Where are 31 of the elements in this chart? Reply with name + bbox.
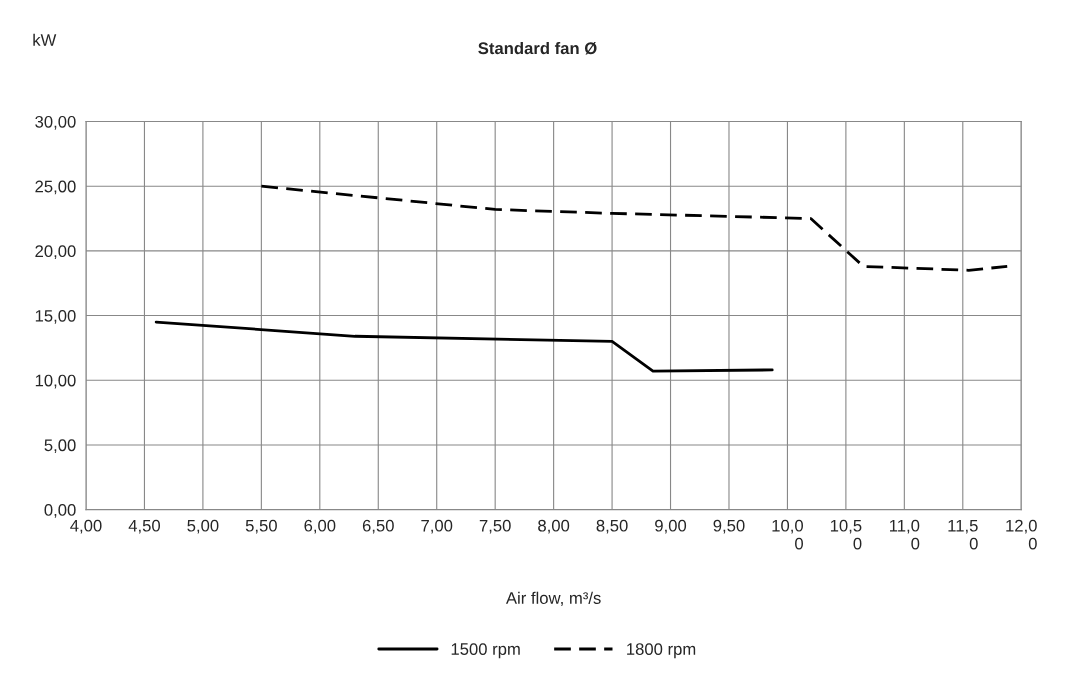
y-tick-label: 15,00 (35, 309, 76, 324)
legend-label: 1800 rpm (627, 643, 696, 659)
x-tick-label: 5,00 (187, 519, 219, 534)
x-tick-label: 9,50 (713, 519, 745, 534)
x-tick-label: 4,00 (70, 519, 102, 534)
x-tick-label: 10,5 0 (830, 519, 862, 550)
x-tick-label: 5,50 (245, 519, 277, 534)
y-tick-label: 0,00 (44, 504, 76, 518)
y-axis-title: kW (33, 33, 57, 46)
line-series (259, 184, 1009, 272)
x-tick-label: 11,5 0 (948, 519, 978, 550)
x-tick-label: 12,0 0 (1006, 519, 1037, 550)
x-tick-label: 10,0 0 (772, 519, 804, 550)
x-tick-label: 11,0 0 (890, 519, 920, 550)
y-tick-label: 20,00 (35, 245, 76, 260)
x-tick-label: 6,00 (304, 519, 336, 534)
x-tick-label: 7,00 (421, 519, 453, 534)
x-tick-label: 8,50 (596, 519, 628, 534)
x-tick-label: 8,00 (538, 519, 570, 534)
y-tick-label: 30,00 (35, 115, 76, 130)
legend-label: 1500 rpm (451, 643, 520, 659)
y-tick-label: 10,00 (35, 374, 76, 389)
line-series (154, 320, 774, 373)
x-tick-label: 6,50 (362, 519, 394, 534)
chart-title: Standard fan Ø (478, 41, 597, 55)
x-tick-label: 7,50 (479, 519, 511, 534)
y-tick-label: 25,00 (35, 180, 76, 195)
x-tick-label: 9,00 (655, 519, 687, 534)
x-axis-title: Air flow, m³/s (505, 591, 601, 606)
x-tick-label: 4,50 (128, 519, 161, 534)
y-tick-label: 5,00 (44, 439, 76, 454)
